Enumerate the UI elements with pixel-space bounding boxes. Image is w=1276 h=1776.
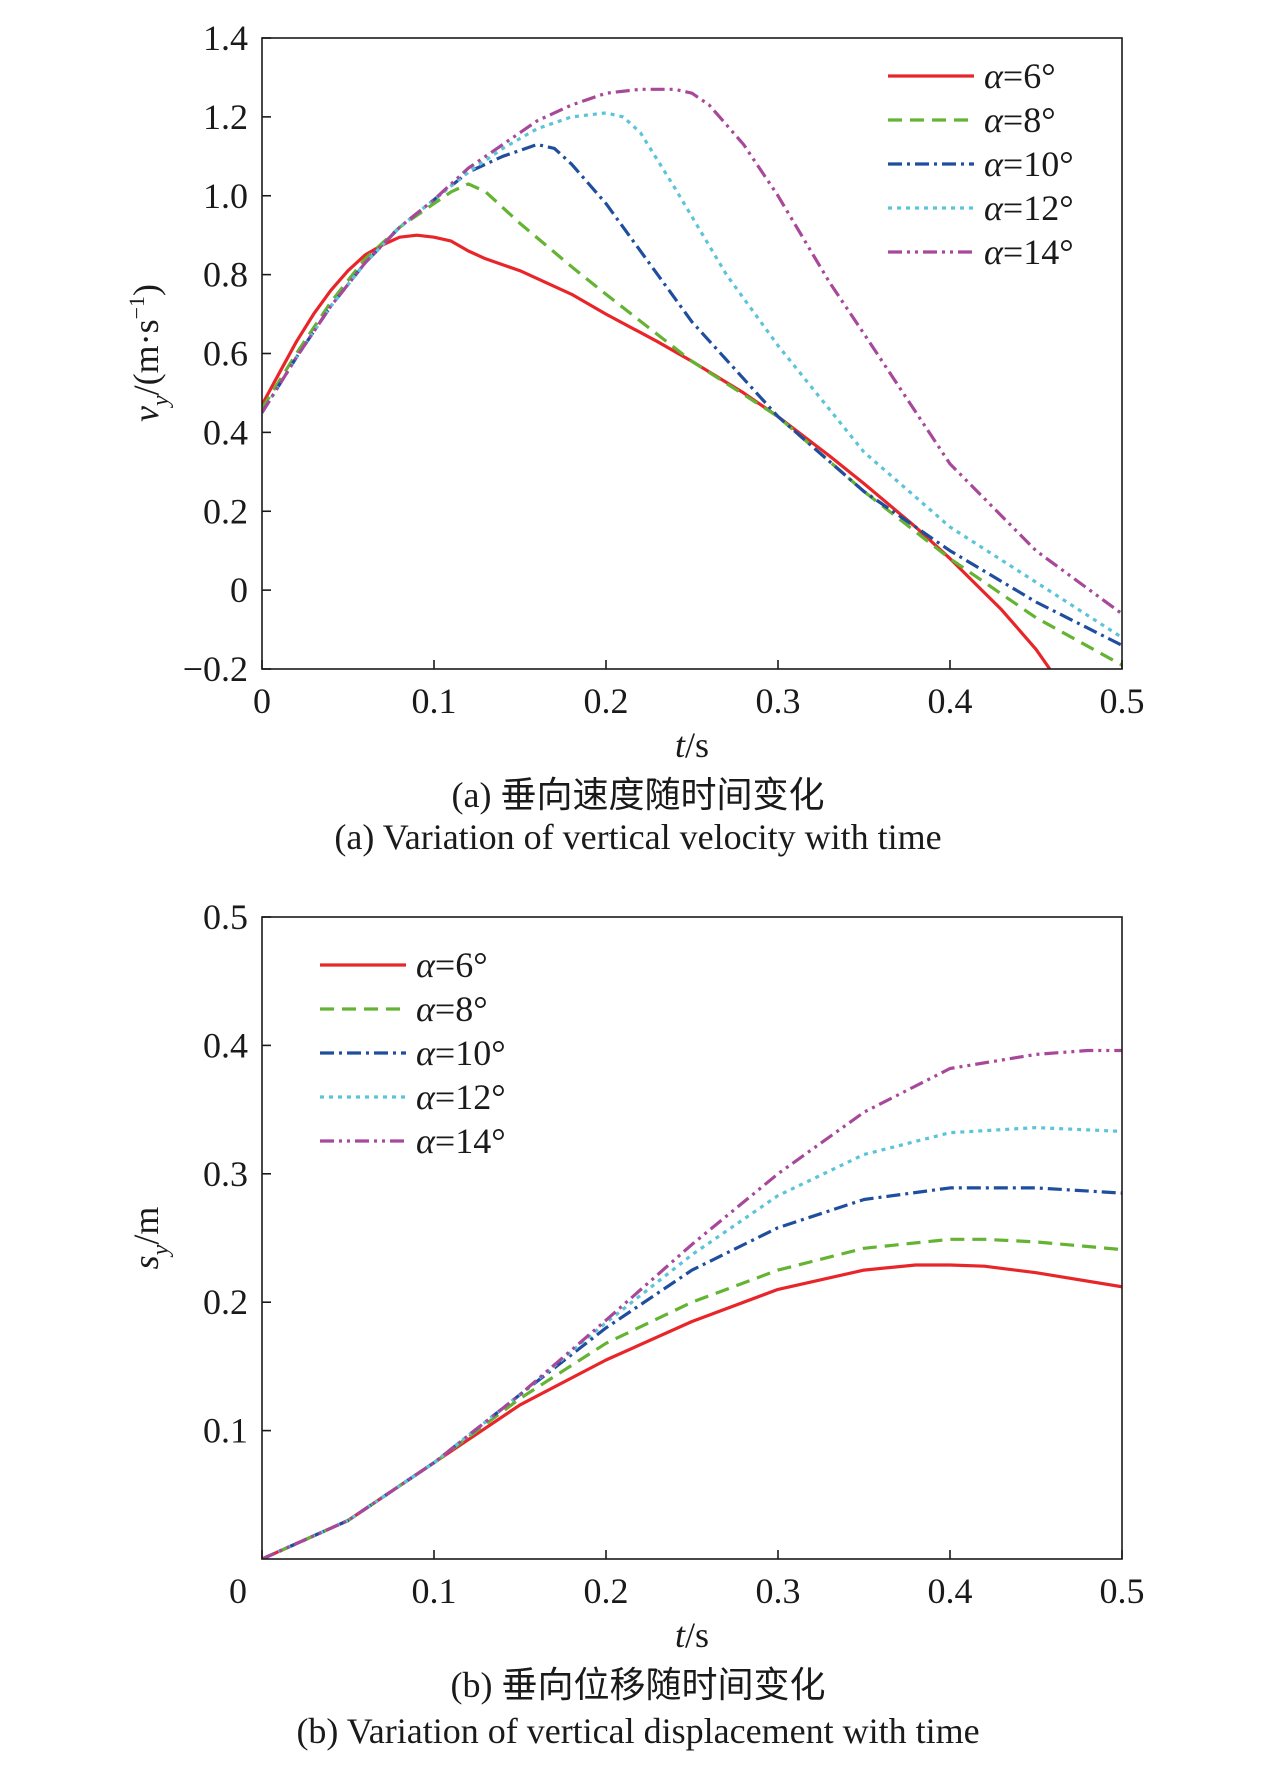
y-tick-label: 0.2 <box>203 1282 248 1322</box>
legend: α=6°α=8°α=10°α=12°α=14° <box>320 945 506 1161</box>
series-line-a6 <box>262 233 1052 669</box>
caption-a-english: (a) Variation of vertical velocity with … <box>334 817 942 857</box>
series-line-a14 <box>262 87 1122 616</box>
legend-label-a10: α=10° <box>416 1033 506 1073</box>
x-axis-label: t/s <box>675 725 709 765</box>
series-line-a8 <box>262 182 1122 667</box>
y-axis-label: sy/m <box>126 1207 174 1270</box>
y-tick-label: 0.4 <box>203 1025 248 1065</box>
legend-label-a14: α=14° <box>984 232 1074 272</box>
x-tick-label: 0.2 <box>584 681 629 721</box>
series-line-a8 <box>262 1237 1122 1559</box>
x-axis-label: t/s <box>675 1615 709 1655</box>
series-line-a14 <box>262 1048 1122 1559</box>
plot-frame <box>261 916 1123 1560</box>
x-tick-label: 0.1 <box>412 681 457 721</box>
y-tick-label: −0.2 <box>183 649 248 689</box>
series-line-a6 <box>262 1263 1122 1559</box>
series-line-a12 <box>262 111 1122 639</box>
y-tick-label: 0.4 <box>203 412 248 452</box>
legend-label-a8: α=8° <box>984 100 1056 140</box>
legend-label-a12: α=12° <box>416 1077 506 1117</box>
x-tick-label: 0.3 <box>756 681 801 721</box>
x-tick-label: 0.5 <box>1100 1571 1145 1611</box>
legend-label-a6: α=6° <box>984 56 1056 96</box>
y-tick-label: 1.2 <box>203 97 248 137</box>
x-tick-label: 0.4 <box>928 681 973 721</box>
y-tick-label: 0 <box>230 570 248 610</box>
series-line-a12 <box>262 1126 1122 1559</box>
legend-label-a8: α=8° <box>416 989 488 1029</box>
y-tick-label: 0.8 <box>203 255 248 295</box>
legend-label-a6: α=6° <box>416 945 488 985</box>
x-tick-label: 0 <box>253 681 271 721</box>
y-tick-label: 1.0 <box>203 176 248 216</box>
y-axis-label: vy/(m·s−1) <box>124 284 174 422</box>
chart-vertical-displacement: 0 0.1 0.2 0.3 0.4 0.5 0.1 0.2 0.3 0.4 0.5 t/s sy/m α=… <box>126 897 1145 1655</box>
caption-a-chinese: (a) 垂向速度随时间变化 <box>451 775 825 815</box>
y-tick-label: 0.1 <box>203 1411 248 1451</box>
y-tick-label: 0.3 <box>203 1154 248 1194</box>
chart-vertical-velocity: 0 0.1 0.2 0.3 0.4 0.5−0.200.20.40.60.81.01.21… <box>124 18 1145 765</box>
x-tick-label: 0.5 <box>1100 681 1145 721</box>
x-tick-label: 0 <box>229 1571 247 1611</box>
caption-b-chinese: (b) 垂向位移随时间变化 <box>450 1665 826 1705</box>
x-tick-label: 0.2 <box>584 1571 629 1611</box>
x-tick-label: 0.4 <box>928 1571 973 1611</box>
legend-label-a12: α=12° <box>984 188 1074 228</box>
legend-label-a14: α=14° <box>416 1121 506 1161</box>
legend: α=6°α=8°α=10°α=12°α=14° <box>888 56 1074 272</box>
caption-b-english: (b) Variation of vertical displacement w… <box>296 1711 980 1751</box>
series-group <box>262 87 1122 669</box>
legend-label-a10: α=10° <box>984 144 1074 184</box>
series-group <box>262 1048 1122 1559</box>
y-tick-label: 0.5 <box>203 897 248 937</box>
x-tick-label: 0.3 <box>756 1571 801 1611</box>
y-tick-label: 0.6 <box>203 334 248 374</box>
y-tick-label: 1.4 <box>203 18 248 58</box>
x-tick-label: 0.1 <box>412 1571 457 1611</box>
y-tick-label: 0.2 <box>203 491 248 531</box>
